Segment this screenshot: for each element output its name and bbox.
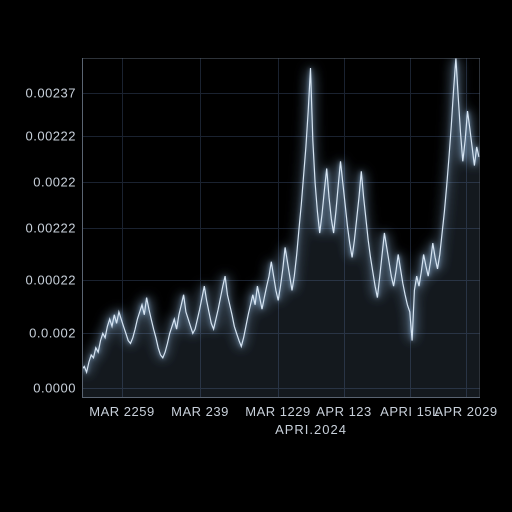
y-tick-label: 0.0022 [8, 175, 76, 190]
plot-area [82, 58, 480, 398]
series-fill [82, 58, 479, 398]
x-tick-label: APRI 15L [380, 404, 440, 419]
x-axis [82, 397, 480, 398]
y-tick-label: 0.00022 [8, 273, 76, 288]
x-tick-label: APR 2029 [434, 404, 497, 419]
x-tick-label: MAR 2259 [89, 404, 154, 419]
y-tick-label: 0.0000 [8, 381, 76, 396]
x-tick-label: APR 123 [316, 404, 372, 419]
y-axis [82, 58, 83, 398]
y-tick-label: 0.00237 [8, 86, 76, 101]
chart-frame: 0.00237 0.00222 0.0022 0.00222 0.00022 0.0.00… [0, 0, 512, 512]
right-border [479, 58, 480, 398]
y-tick-label: 0.0.002 [8, 326, 76, 341]
top-border [82, 58, 480, 59]
x-tick-label: MAR 1229 [245, 404, 310, 419]
y-tick-label: 0.00222 [8, 129, 76, 144]
y-tick-label: 0.00222 [8, 221, 76, 236]
series-svg [82, 58, 480, 398]
x-tick-label: MAR 239 [171, 404, 229, 419]
period-label: APRI.2024 [275, 422, 347, 437]
